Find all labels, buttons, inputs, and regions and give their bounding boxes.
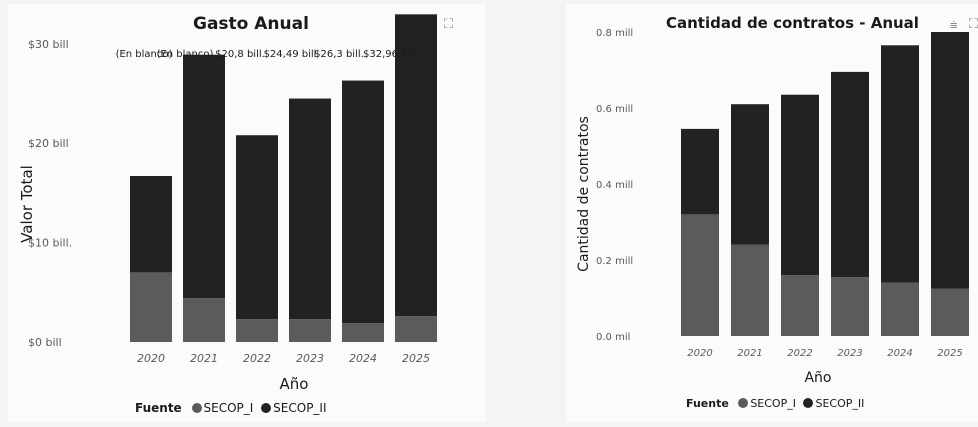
bar-secop-i [731,244,769,336]
x-tick-label: 2021 [190,352,218,365]
bar-secop-ii [130,175,172,273]
legend-title: Fuente [135,401,182,415]
legend-dot-icon [261,403,272,413]
legend-item-secop-ii[interactable]: SECOP_II [803,397,864,410]
x-tick-label: 2023 [296,352,324,365]
bar-secop-i [781,275,819,336]
focus-mode-icon[interactable]: ⛶ [969,17,978,32]
bar-secop-i [881,282,919,336]
data-label: $26,3 bill. [314,49,364,60]
y-tick-label: 0.8 mill [596,28,633,39]
data-label: (En blanco) [157,49,214,60]
legend-dot-icon [738,398,749,408]
x-tick-label: 2021 [737,348,762,359]
chart-panel-cantidad-contratos: Cantidad de contratos - Anual ⩧ ⛶ 0.0 mi… [566,4,978,422]
y-tick-label: 0.4 mill [596,180,633,191]
bar-secop-ii [831,71,869,278]
data-label: $32,96 bill. [363,49,419,60]
y-tick-label: 0.0 mil [596,332,630,343]
bar-secop-ii [183,54,225,299]
bar-secop-i [236,319,278,342]
bar-secop-i [395,316,437,342]
x-tick-label: 2023 [837,348,862,359]
bar-secop-i [289,319,331,342]
filter-icon[interactable]: ⩧ [950,18,958,33]
legend-item-secop-i[interactable]: SECOP_I [738,397,796,410]
bar-secop-ii [289,98,331,320]
bar-secop-ii [681,128,719,215]
chart-gasto-anual-svg: $0 bill $10 bill. $20 bill $30 bill 2020 2021… [18,14,437,393]
legend: Fuente SECOP_I SECOP_II [686,397,868,410]
y-tick-label: $20 bill [28,137,69,150]
x-tick-label: 2024 [887,348,912,359]
bar-secop-ii [342,80,384,324]
x-axis-title: Año [280,375,309,393]
y-tick-label: 0.6 mill [596,104,633,115]
chart-title: Cantidad de contratos - Anual [666,14,919,32]
chart-title: Gasto Anual [193,14,309,34]
bar-secop-ii [781,94,819,276]
bar-secop-i [183,298,225,342]
bar-secop-i [342,323,384,342]
x-tick-label: 2020 [137,352,165,365]
data-label: $24,49 bill [264,49,317,60]
y-tick-label: 0.2 mill [596,256,633,267]
x-tick-label: 2022 [243,352,271,365]
focus-mode-icon[interactable]: ⛶ [444,17,454,32]
legend-dot-icon [803,398,814,408]
y-tick-label: $30 bill [28,38,69,51]
bar-secop-ii [236,135,278,320]
data-label: $20,8 bill. [215,49,265,60]
bar-secop-i [831,277,869,336]
y-axis-title: Cantidad de contratos [576,116,592,272]
legend-title: Fuente [686,397,729,410]
bar-secop-ii [881,45,919,283]
x-tick-label: 2025 [402,352,430,365]
bar-secop-i [681,214,719,336]
y-axis-title: Valor Total [18,165,36,243]
bar-secop-ii [731,104,769,245]
bar-secop-ii [931,32,969,289]
legend: Fuente SECOP_I SECOP_II [135,401,331,415]
y-tick-label: $10 bill. [28,237,72,250]
legend-item-secop-i[interactable]: SECOP_I [191,401,253,415]
x-axis-title: Año [804,370,831,386]
chart-panel-gasto-anual: Gasto Anual ⩧ ⛶ $0 bill$10 bill.$20 bill… [8,4,486,422]
legend-item-secop-ii[interactable]: SECOP_II [261,401,327,415]
legend-dot-icon [191,403,202,413]
x-tick-label: 2020 [687,348,712,359]
data-label: (En blanco) [116,49,173,60]
x-tick-label: 2025 [937,348,962,359]
chart-cantidad-contratos-svg: 0.0 mil 0.2 mill 0.4 mill 0.6 mill 0.8 mill 2… [576,28,969,386]
x-tick-label: 2024 [349,352,377,365]
bar-secop-i [931,288,969,336]
bar-secop-i [130,272,172,342]
y-tick-label: $0 bill [28,336,62,349]
bar-secop-ii [395,14,437,317]
x-tick-label: 2022 [787,348,812,359]
